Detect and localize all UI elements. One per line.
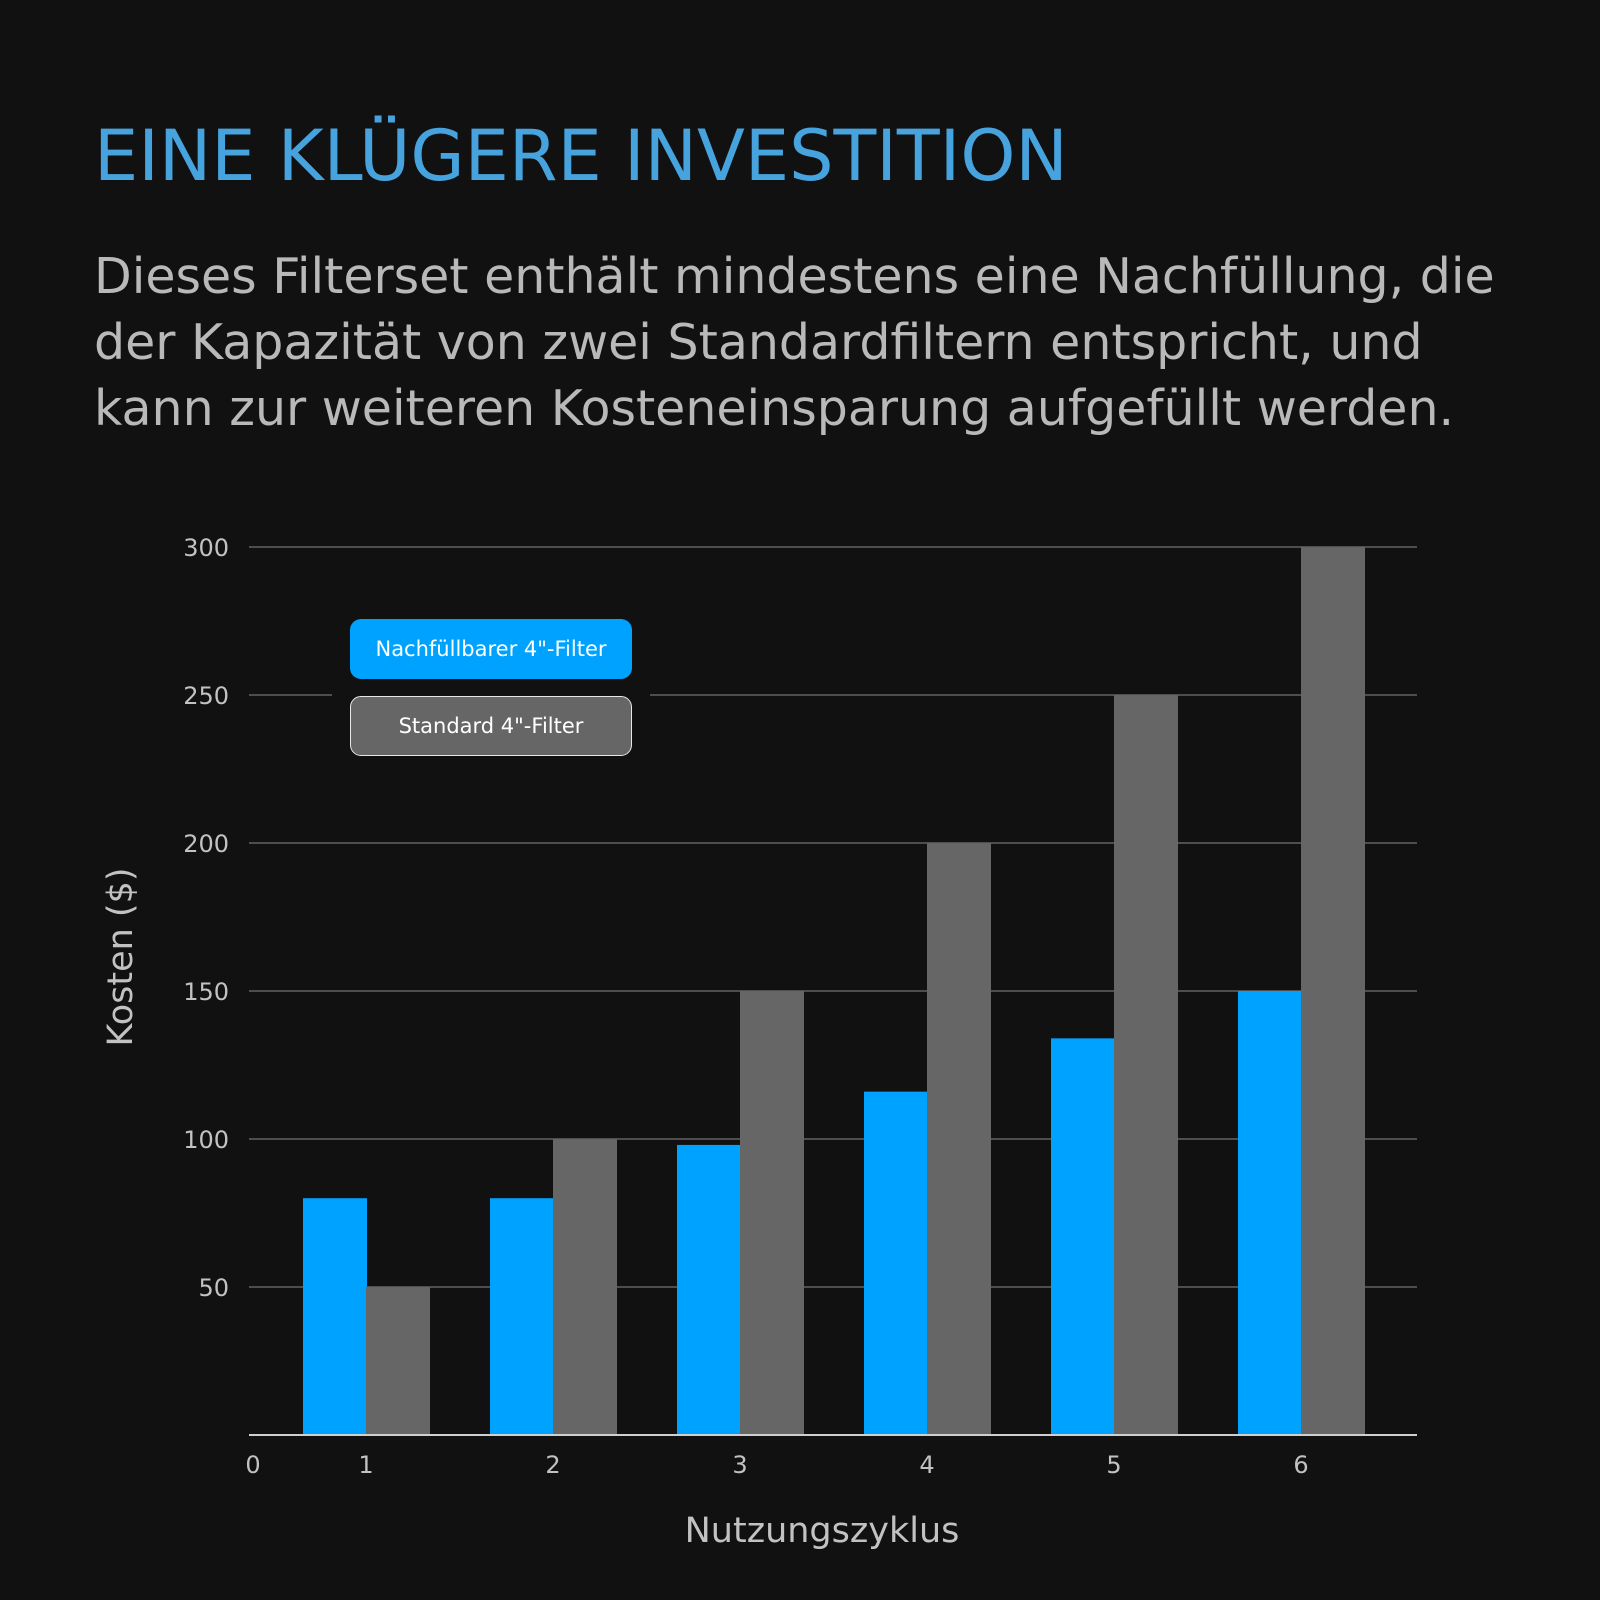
legend-item-refillable: Nachfüllbarer 4"-Filter [350, 619, 632, 679]
grid-lines [249, 546, 1417, 1288]
axis-labels: 50 100 150 200 250 300 1 2 3 4 5 6 0 Nutzungszyklus Ko… [101, 534, 1309, 1551]
page-title: EINE KLÜGERE INVESTITION [94, 115, 1068, 197]
x-tick-label: 1 [358, 1451, 373, 1479]
x-axis-title: Nutzungszyklus [685, 1511, 960, 1551]
x-tick-label: 3 [732, 1451, 747, 1479]
bar-refillable [490, 1198, 554, 1435]
bar-standard [1301, 547, 1365, 1435]
bar-standard [740, 991, 804, 1435]
x-tick-label: 5 [1106, 1451, 1121, 1479]
y-tick-label: 300 [183, 534, 229, 562]
page-subtitle: Dieses Filterset enthält mindestens eine… [94, 248, 1495, 437]
y-tick-label: 250 [183, 682, 229, 710]
bar-standard [553, 1139, 617, 1435]
bar-standard [927, 843, 991, 1435]
x-tick-label: 2 [545, 1451, 560, 1479]
bar-refillable [677, 1144, 741, 1435]
x-tick-label: 4 [919, 1451, 934, 1479]
y-axis-title: Kosten ($) [101, 868, 141, 1047]
legend-label-standard: Standard 4"-Filter [398, 714, 584, 738]
bar-standard [366, 1287, 430, 1435]
bar-refillable [864, 1091, 928, 1435]
x-origin-label: 0 [245, 1451, 260, 1479]
bar-refillable [1051, 1038, 1115, 1435]
bars [303, 547, 1365, 1435]
bar-standard [1114, 695, 1178, 1435]
bar-refillable [1238, 991, 1302, 1435]
y-tick-label: 200 [183, 830, 229, 858]
y-tick-label: 50 [198, 1274, 229, 1302]
x-tick-label: 6 [1293, 1451, 1308, 1479]
y-tick-label: 100 [183, 1126, 229, 1154]
legend-label-refillable: Nachfüllbarer 4"-Filter [375, 637, 607, 661]
legend-item-standard: Standard 4"-Filter [350, 696, 632, 756]
bar-refillable [303, 1198, 367, 1435]
y-tick-label: 150 [183, 978, 229, 1006]
